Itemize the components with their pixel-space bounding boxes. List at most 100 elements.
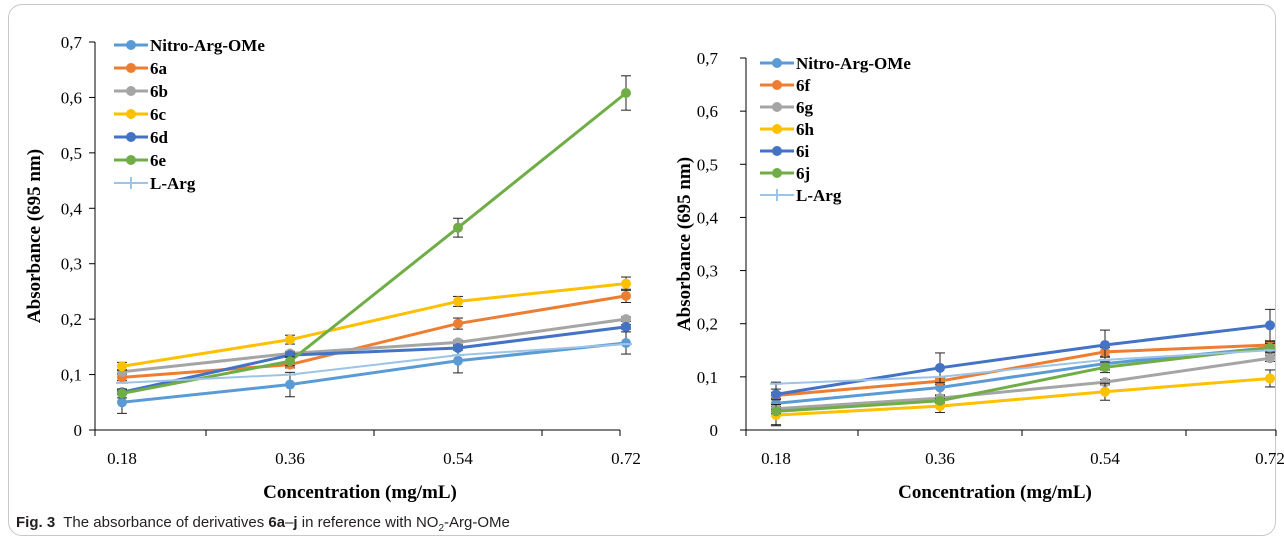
legend-item-6c: 6c <box>114 105 167 124</box>
legend-label: L-Arg <box>796 186 842 205</box>
legend-item-6b: 6b <box>114 82 168 101</box>
chart-left: 0 0,1 0,2 0,3 0,4 0,5 0,6 0,7 0.18 0.36 0.54 0.72 Co… <box>24 33 641 503</box>
legend-swatch-marker <box>772 80 782 90</box>
legend-swatch-marker <box>772 58 782 68</box>
caption-text-after: -Arg-OMe <box>444 514 510 531</box>
x-tick-label: 0.36 <box>275 449 305 468</box>
chart-right: 0 0,1 0,2 0,3 0,4 0,5 0,6 0,7 0.18 0.36 0.54 0.72 Co… <box>674 49 1284 503</box>
data-point <box>1100 339 1110 350</box>
legend-item-6f: 6f <box>760 76 811 95</box>
data-point <box>621 278 631 289</box>
legend-swatch-marker <box>126 63 136 73</box>
legend-swatch-marker <box>772 124 782 134</box>
data-point <box>285 356 295 367</box>
legend-item-nitro-arg-ome: Nitro-Arg-OMe <box>114 36 265 55</box>
y-axis-title: Absorbance (695 nm) <box>24 149 45 323</box>
x-tick-label: 0.54 <box>443 449 473 468</box>
data-point <box>285 334 295 345</box>
y-tick-label: 0,1 <box>61 366 82 385</box>
legend-label: Nitro-Arg-OMe <box>150 36 265 55</box>
caption-text-middle: in reference with NO <box>301 514 439 531</box>
y-tick-label: 0,2 <box>697 315 718 334</box>
data-point <box>117 397 127 408</box>
data-point <box>117 388 127 399</box>
caption-dash: – <box>285 514 294 531</box>
legend-swatch-marker <box>126 86 136 96</box>
series-6d <box>117 321 631 398</box>
y-tick-label: 0,6 <box>61 88 82 107</box>
legend-label: 6i <box>796 142 810 161</box>
x-axis-title: Concentration (mg/mL) <box>263 482 457 503</box>
data-point <box>771 406 781 417</box>
x-tick-label: 0.72 <box>611 449 641 468</box>
legend-item-6e: 6e <box>114 151 167 170</box>
legend-label: 6f <box>796 76 811 95</box>
data-point <box>117 361 127 372</box>
series-line-6e <box>121 91 627 395</box>
series-line-l-arg <box>775 349 1271 385</box>
x-tick-label: 0.36 <box>925 449 955 468</box>
y-axis-title: Absorbance (695 nm) <box>674 157 695 331</box>
data-point <box>771 389 781 400</box>
y-tick-label: 0,4 <box>61 199 83 218</box>
figure-caption: Fig. 3 The absorbance of derivatives 6a–… <box>16 514 510 534</box>
series-6e <box>117 75 631 399</box>
data-point <box>935 395 945 406</box>
legend-label: 6e <box>150 151 167 170</box>
data-point <box>453 342 463 353</box>
legend-item-6d: 6d <box>114 128 169 147</box>
data-point <box>453 318 463 329</box>
series-line-6j <box>775 346 1271 413</box>
series-line-nitro-arg-ome <box>121 341 627 404</box>
y-tick-label: 0 <box>710 421 719 440</box>
data-point <box>1100 377 1110 388</box>
data-point <box>1265 353 1275 364</box>
data-point <box>453 222 463 233</box>
y-tick-label: 0,3 <box>61 255 82 274</box>
series-line-6c <box>121 282 627 368</box>
caption-label: Fig. 3 <box>16 514 56 531</box>
caption-subscript: 2 <box>438 523 445 534</box>
data-point <box>453 355 463 366</box>
legend-label: 6b <box>150 82 168 101</box>
data-point <box>285 379 295 390</box>
data-point <box>453 296 463 307</box>
legend-swatch-marker <box>772 102 782 112</box>
figure-frame <box>8 4 1276 536</box>
legend-swatch-marker <box>126 132 136 142</box>
series-6c <box>117 276 631 372</box>
series-line-l-arg <box>121 343 627 384</box>
legend-label: 6d <box>150 128 169 147</box>
legend-label: 6j <box>796 164 810 183</box>
y-tick-label: 0,4 <box>697 208 719 227</box>
x-tick-label: 0.54 <box>1090 449 1120 468</box>
legend-label: 6a <box>150 59 168 78</box>
legend-label: 6g <box>796 98 814 117</box>
data-point <box>935 362 945 373</box>
y-tick-label: 0,3 <box>697 262 718 281</box>
caption-text-before: The absorbance of derivatives <box>63 514 265 531</box>
data-point <box>621 290 631 301</box>
series-line-6g <box>775 356 1271 411</box>
legend-item-6g: 6g <box>760 98 814 117</box>
y-tick-label: 0,2 <box>61 310 82 329</box>
x-tick-label: 0.72 <box>1255 449 1284 468</box>
y-tick-label: 0,7 <box>697 49 719 68</box>
x-tick-label: 0.18 <box>761 449 791 468</box>
data-point <box>1265 373 1275 384</box>
series-line-6a <box>121 294 627 379</box>
legend-item-l-arg: L-Arg <box>114 174 196 193</box>
legend-item-6i: 6i <box>760 142 810 161</box>
y-tick-label: 0,7 <box>61 33 83 52</box>
data-point <box>621 337 631 348</box>
legend-label: Nitro-Arg-OMe <box>796 54 911 73</box>
series-line-6h <box>775 376 1271 417</box>
legend-swatch-marker <box>772 168 782 178</box>
legend-item-6h: 6h <box>760 120 815 139</box>
legend-swatch-marker <box>126 109 136 119</box>
legend-swatch-marker <box>126 155 136 165</box>
y-tick-label: 0,6 <box>697 102 718 121</box>
x-axis-title: Concentration (mg/mL) <box>898 482 1092 503</box>
legend-label: 6c <box>150 105 167 124</box>
